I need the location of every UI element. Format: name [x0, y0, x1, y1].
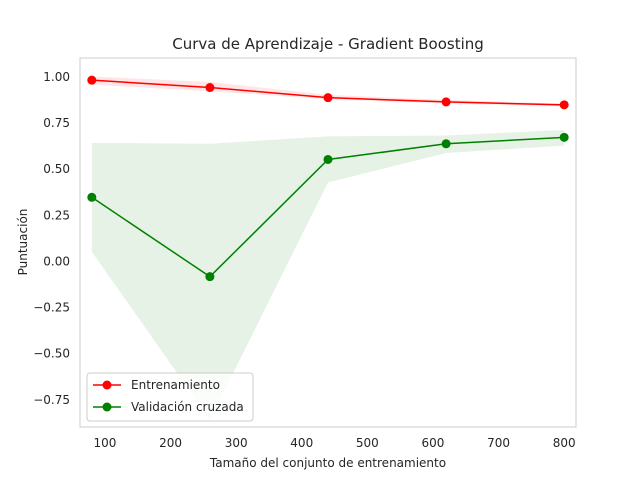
x-tick-label-2: 300: [225, 436, 248, 450]
y-axis-ticks: −0.75 −0.50 −0.25 0.00 0.25 0.50 0.75 1.00: [33, 70, 70, 407]
x-tick-label-7: 800: [553, 436, 576, 450]
y-axis-label: Puntuación: [16, 209, 30, 276]
point-series-1-2: [323, 154, 333, 164]
band-series-1: [91, 129, 565, 420]
point-series-0-2: [323, 93, 333, 103]
legend-label-validacion: Validación cruzada: [131, 400, 244, 414]
y-tick-label-2: −0.25: [33, 301, 70, 315]
x-tick-label-5: 600: [422, 436, 445, 450]
legend-marker-validacion: [102, 402, 112, 412]
point-series-0-3: [441, 97, 451, 107]
y-tick-label-5: 0.50: [43, 162, 70, 176]
y-tick-label-4: 0.25: [43, 208, 70, 222]
x-axis-ticks: 100 200 300 400 500 600 700 800: [93, 436, 575, 450]
x-tick-label-1: 200: [159, 436, 182, 450]
point-series-0-0: [87, 75, 97, 85]
y-tick-label-0: −0.75: [33, 393, 70, 407]
legend-marker-entrenamiento: [102, 380, 112, 390]
series-markers: [87, 75, 569, 282]
legend-label-entrenamiento: Entrenamiento: [131, 378, 220, 392]
x-tick-label-3: 400: [290, 436, 313, 450]
y-tick-label-1: −0.50: [33, 347, 70, 361]
point-series-0-1: [205, 83, 215, 93]
point-series-1-4: [559, 132, 569, 142]
point-series-1-3: [441, 139, 451, 149]
y-tick-label-7: 1.00: [43, 70, 70, 84]
point-series-1-1: [205, 272, 215, 282]
y-tick-label-6: 0.75: [43, 116, 70, 130]
chart-title: Curva de Aprendizaje - Gradient Boosting: [172, 35, 484, 53]
x-axis-label: Tamaño del conjunto de entrenamiento: [209, 456, 446, 470]
x-tick-label-0: 100: [93, 436, 116, 450]
x-tick-label-6: 700: [487, 436, 510, 450]
point-series-1-0: [87, 192, 97, 202]
y-tick-label-3: 0.00: [43, 254, 70, 268]
legend-box: [86, 372, 254, 422]
point-series-0-4: [559, 100, 569, 110]
plot-frame: [79, 57, 577, 428]
legend: Entrenamiento Validación cruzada: [86, 372, 254, 422]
x-tick-label-4: 500: [356, 436, 379, 450]
